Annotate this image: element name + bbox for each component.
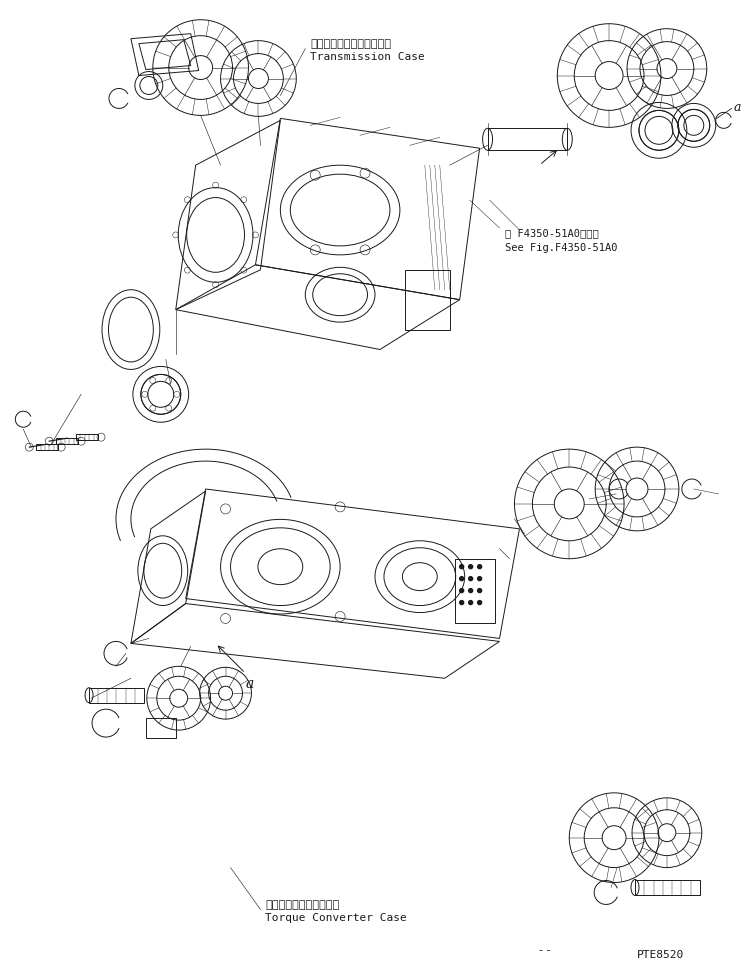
Bar [146,718,176,738]
Text: トランスミッションケース: トランスミッションケース [310,39,391,48]
Bar [635,880,700,895]
Text: PTE8520: PTE8520 [637,950,684,959]
Circle shape [459,578,464,581]
Bar [405,270,450,330]
Text: a: a [734,101,741,113]
Text: 第 F4350-51A0図参照: 第 F4350-51A0図参照 [504,228,598,237]
Text: - -: - - [539,944,551,954]
Bar [488,129,567,151]
Bar [76,435,98,441]
Circle shape [459,601,464,605]
Bar [56,439,78,445]
Circle shape [477,601,482,605]
Circle shape [468,565,473,569]
Circle shape [459,589,464,593]
Bar [37,445,58,451]
Circle shape [477,589,482,593]
Circle shape [477,578,482,581]
Bar [455,559,495,624]
Circle shape [468,601,473,605]
Circle shape [477,565,482,569]
Circle shape [468,578,473,581]
Text: トルクコンバータケース: トルクコンバータケース [265,899,340,910]
Text: See Fig.F4350-51A0: See Fig.F4350-51A0 [504,242,617,253]
Circle shape [468,589,473,593]
Text: Torque Converter Case: Torque Converter Case [265,913,407,922]
Text: Transmission Case: Transmission Case [310,51,425,61]
Circle shape [459,565,464,569]
Bar [89,689,144,703]
Text: a: a [246,676,254,691]
